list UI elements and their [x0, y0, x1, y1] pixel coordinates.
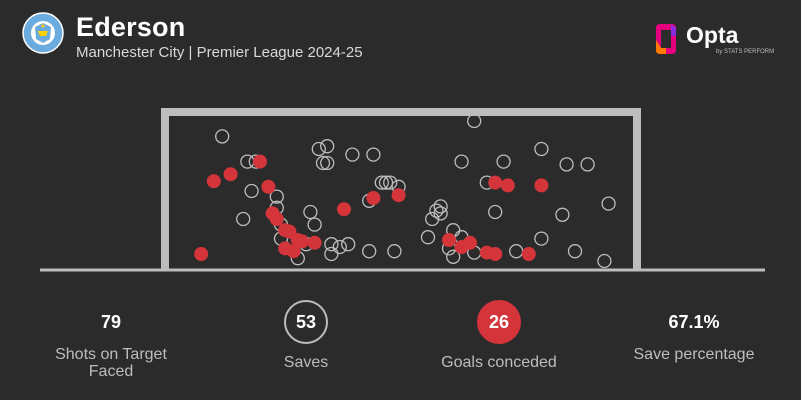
stat-label: Goals conceded	[441, 354, 557, 371]
goal-point	[307, 235, 322, 250]
manchester-city-crest-icon	[22, 12, 64, 54]
goal-point	[488, 175, 503, 190]
goal-point	[442, 233, 456, 247]
goal-point	[500, 178, 515, 193]
save-point	[362, 244, 377, 259]
brand-name: Opta	[686, 21, 739, 48]
save-point	[467, 113, 482, 129]
goal-point	[278, 241, 293, 256]
header: Ederson Manchester City | Premier League…	[22, 12, 363, 61]
save-point	[454, 154, 469, 169]
save-point	[567, 244, 583, 259]
save-point	[488, 204, 503, 220]
right-post	[633, 108, 641, 270]
save-point	[446, 249, 461, 264]
saves-badge: 53	[284, 300, 328, 344]
stat-value: 67.1%	[668, 312, 720, 332]
save-point	[332, 239, 347, 255]
save-point	[374, 175, 389, 190]
stat-save-percentage: 67.1% Save percentage	[604, 300, 784, 363]
save-point	[311, 141, 326, 157]
goal-point	[337, 202, 351, 217]
save-point	[420, 230, 436, 245]
goal-point	[534, 178, 549, 193]
stat-value: 79	[100, 312, 122, 332]
goal-point	[206, 174, 221, 189]
save-point	[366, 147, 381, 162]
subtitle: Manchester City | Premier League 2024-25	[76, 44, 363, 61]
save-point	[320, 155, 335, 171]
save-point	[597, 253, 612, 269]
stat-label: Save percentage	[633, 346, 755, 363]
left-post	[161, 108, 169, 270]
save-point	[496, 154, 511, 169]
save-point	[341, 237, 356, 252]
save-point	[534, 231, 549, 246]
goal-point	[282, 224, 297, 239]
save-point	[383, 175, 398, 190]
stat-label: Shots on Target Faced	[55, 346, 167, 380]
goals-badge: 26	[477, 300, 521, 344]
save-point	[307, 217, 322, 232]
stat-goals-conceded: 26 Goals conceded	[409, 300, 589, 371]
save-point	[429, 203, 444, 218]
save-point	[320, 139, 335, 154]
save-point	[559, 157, 574, 172]
save-point	[345, 147, 360, 162]
save-point	[433, 199, 448, 214]
goal-point	[253, 154, 267, 169]
save-point	[387, 244, 402, 259]
opta-brand: Opta by STATS PERFORM	[652, 22, 774, 56]
save-point	[378, 175, 394, 190]
goal-point	[194, 247, 209, 261]
save-point	[324, 237, 339, 252]
stat-saves: 53 Saves	[216, 300, 396, 371]
save-point	[324, 246, 339, 262]
save-point	[580, 157, 595, 172]
save-point	[215, 129, 230, 144]
goal-point	[391, 188, 406, 203]
goal-point	[488, 247, 503, 261]
page-title: Ederson	[76, 12, 186, 42]
save-point	[534, 141, 549, 157]
save-point	[244, 183, 259, 199]
goal-point	[223, 167, 238, 182]
stat-label: Saves	[283, 354, 329, 371]
goal-point	[366, 191, 381, 205]
goal-point	[463, 235, 477, 250]
save-point	[509, 244, 524, 259]
save-point	[236, 211, 251, 227]
save-point	[601, 196, 616, 211]
goal-point	[521, 247, 536, 261]
goal-point	[261, 179, 276, 194]
save-point	[315, 155, 331, 171]
crossbar	[161, 108, 641, 116]
opta-logo-icon	[656, 24, 676, 54]
save-point	[433, 206, 448, 221]
stat-shots-faced: 79 Shots on Target Faced	[21, 300, 201, 380]
goal-point	[269, 212, 284, 226]
brand-sub: by STATS PERFORM	[716, 48, 775, 55]
save-point	[303, 204, 318, 220]
save-point	[555, 207, 570, 222]
save-point	[269, 189, 284, 204]
